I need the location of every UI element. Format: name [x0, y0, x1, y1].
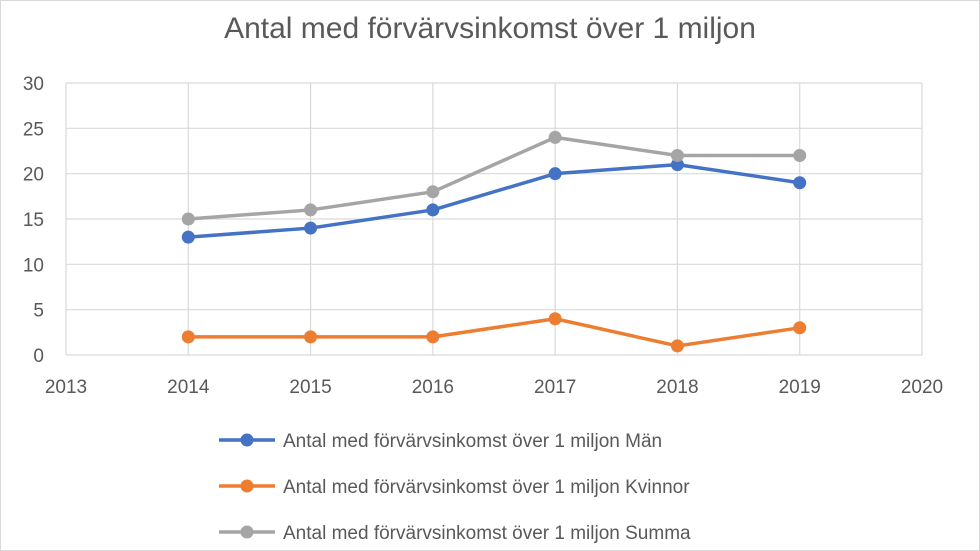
- legend-marker: [240, 433, 254, 447]
- series-line: [188, 135, 800, 221]
- series-1: [181, 312, 807, 353]
- x-tick-label: 2019: [779, 377, 821, 398]
- y-tick-label: 20: [23, 165, 44, 186]
- series-0: [181, 158, 807, 244]
- data-point: [793, 149, 807, 163]
- x-tick-label: 2015: [289, 377, 331, 398]
- y-tick-label: 0: [33, 346, 44, 367]
- data-point: [670, 149, 684, 163]
- legend-label: Antal med förvärvsinkomst över 1 miljon …: [283, 431, 662, 452]
- legend-item: Antal med förvärvsinkomst över 1 miljon …: [219, 477, 690, 498]
- y-tick-label: 25: [23, 119, 44, 140]
- data-point: [670, 158, 684, 172]
- data-point: [181, 230, 195, 244]
- legend-label: Antal med förvärvsinkomst över 1 miljon …: [283, 477, 690, 498]
- data-point: [548, 312, 562, 326]
- data-point: [304, 330, 318, 344]
- x-tick-label: 2020: [901, 377, 943, 398]
- x-tick-label: 2014: [167, 377, 210, 398]
- y-tick-label: 30: [23, 74, 44, 95]
- x-tick-label: 2018: [656, 377, 698, 398]
- x-axis-ticks: 2013 2014 2015 2016 2017 2018 2019 2020: [45, 377, 943, 398]
- y-tick-label: 5: [33, 301, 44, 322]
- data-point: [181, 330, 195, 344]
- data-point: [304, 221, 318, 235]
- chart-title: Antal med förvärvsinkomst över 1 miljon: [224, 12, 756, 45]
- data-point: [426, 185, 440, 199]
- y-tick-label: 10: [23, 255, 44, 276]
- legend-marker: [240, 525, 254, 539]
- data-point: [793, 321, 807, 335]
- data-point: [670, 339, 684, 353]
- y-axis-ticks: 0 5 10 15 20 25 30: [23, 74, 44, 367]
- data-point: [426, 203, 440, 217]
- x-tick-label: 2017: [534, 377, 576, 398]
- data-point: [548, 167, 562, 181]
- y-tick-label: 15: [23, 210, 44, 231]
- legend-label: Antal med förvärvsinkomst över 1 miljon …: [283, 523, 691, 544]
- data-series: [181, 130, 807, 353]
- data-point: [793, 176, 807, 190]
- legend: Antal med förvärvsinkomst över 1 miljon …: [219, 431, 691, 544]
- series-2: [181, 130, 807, 226]
- legend-item: Antal med förvärvsinkomst över 1 miljon …: [219, 431, 662, 452]
- x-tick-label: 2016: [412, 377, 454, 398]
- legend-item: Antal med förvärvsinkomst över 1 miljon …: [219, 523, 691, 544]
- data-point: [426, 330, 440, 344]
- data-point: [304, 203, 318, 217]
- x-tick-label: 2013: [45, 377, 87, 398]
- data-point: [181, 212, 195, 226]
- data-point: [548, 130, 562, 144]
- series-line: [188, 162, 800, 239]
- series-line: [188, 316, 800, 348]
- legend-marker: [240, 479, 254, 493]
